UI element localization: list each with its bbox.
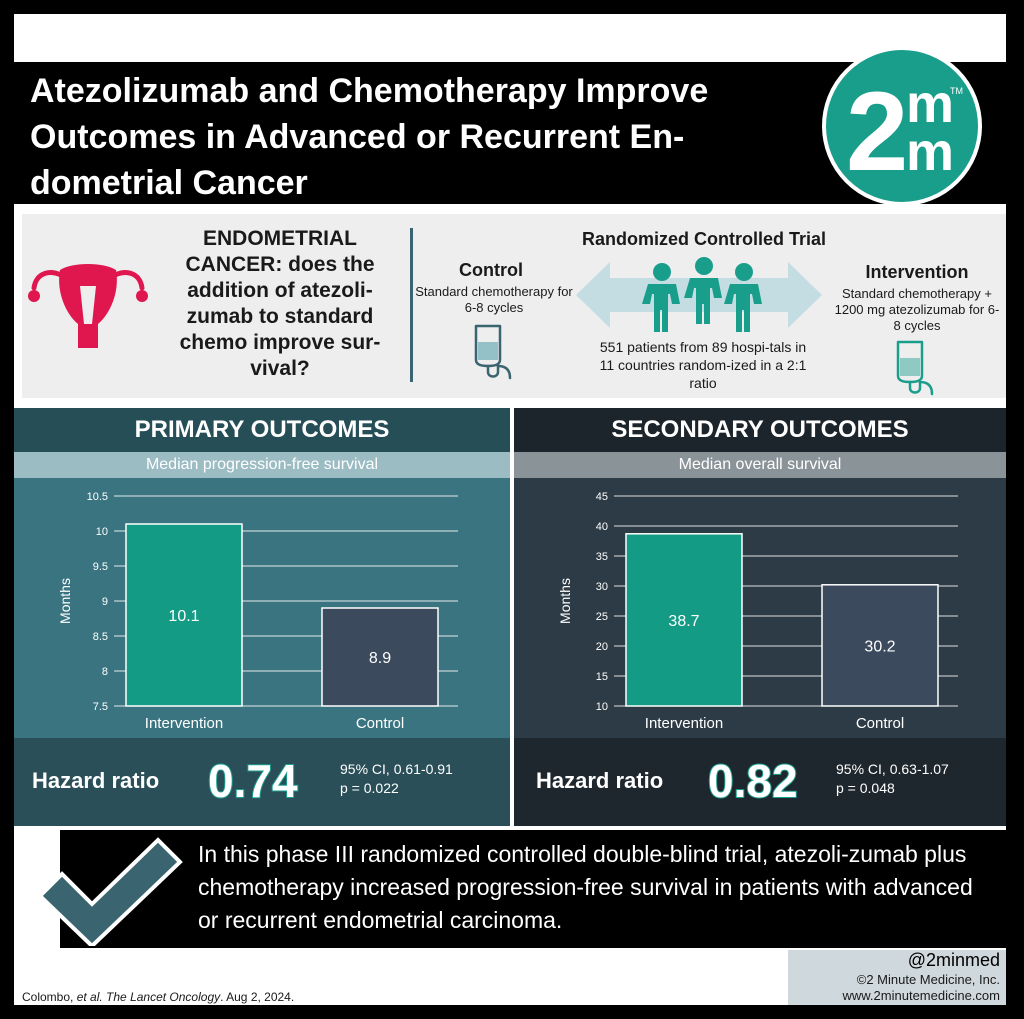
secondary-subheading: Median overall survival xyxy=(514,452,1006,478)
pfs-bar-chart: 7.5 8 8.5 9 9.5 10 10.5 Months 10.1 Intervention 8… xyxy=(57,491,458,732)
iv-bag-icon xyxy=(474,324,512,380)
x-category-label: Control xyxy=(356,715,404,732)
secondary-header-bar xyxy=(514,408,1006,452)
citation-etal: et al. xyxy=(76,990,103,1004)
secondary-hr-value: 0.82 xyxy=(707,754,799,808)
y-tick-label: 20 xyxy=(596,641,608,653)
y-tick-label: 15 xyxy=(596,671,608,683)
logo-m-top: m xyxy=(906,74,954,134)
citation-authors: Colombo, xyxy=(22,990,77,1004)
bar-control xyxy=(821,584,939,707)
footer-brand-box xyxy=(788,950,1006,1005)
question-lead: ENDOMETRIAL CANCER: xyxy=(185,227,357,276)
y-tick-label: 7.5 xyxy=(93,701,108,713)
page-title: Atezolizumab and Chemotherapy Improve Ou… xyxy=(30,72,709,202)
divider xyxy=(410,228,413,382)
bar-value-label: 38.7 xyxy=(668,613,699,630)
bar-control xyxy=(321,607,439,707)
secondary-hr-label: Hazard ratio xyxy=(536,768,664,793)
y-tick-label: 10 xyxy=(596,701,608,713)
study-question: ENDOMETRIAL CANCER: does the addition of… xyxy=(160,226,400,382)
bar-value-label: 30.2 xyxy=(864,638,895,655)
secondary-heading: SECONDARY OUTCOMES xyxy=(611,416,909,443)
patients-icon xyxy=(642,257,762,332)
logo-2mm: 2 m m TM xyxy=(822,46,982,206)
question-rest: does the addition of atezoli-zumab to st… xyxy=(179,253,381,380)
copyright-block: ©2 Minute Medicine, Inc. www.2minutemedi… xyxy=(788,972,1000,1004)
y-tick-label: 25 xyxy=(596,611,608,623)
patients-description: 551 patients from 89 hospi-tals in 11 co… xyxy=(599,339,807,391)
uterus-icon xyxy=(28,264,148,348)
info-band xyxy=(22,214,1006,398)
x-category-label: Intervention xyxy=(645,715,723,732)
logo-digit: 2 xyxy=(846,69,908,194)
primary-heading: PRIMARY OUTCOMES xyxy=(134,416,390,443)
bar-value-label: 10.1 xyxy=(168,608,199,625)
primary-hr-label: Hazard ratio xyxy=(32,768,160,793)
y-axis-label: Months xyxy=(57,578,73,624)
primary-hr-ci: 95% CI, 0.61-0.91 xyxy=(340,761,453,777)
trial-heading: Randomized Controlled Trial xyxy=(581,229,827,249)
logo-trademark: TM xyxy=(950,86,963,96)
logo-m-bottom: m xyxy=(906,122,954,182)
y-tick-label: 10 xyxy=(96,526,108,538)
intervention-description: Standard chemotherapy + 1200 mg atezoliz… xyxy=(834,286,1000,333)
y-tick-label: 40 xyxy=(596,521,608,533)
x-category-label: Intervention xyxy=(145,715,223,732)
checkmark-icon xyxy=(37,837,183,946)
control-description: Standard chemotherapy for 6-8 cycles xyxy=(415,284,573,315)
intervention-label: Intervention xyxy=(865,262,969,282)
iv-bag-icon-intervention xyxy=(896,340,934,396)
y-tick-label: 8 xyxy=(102,666,108,678)
bar-intervention xyxy=(625,533,743,707)
x-category-label: Control xyxy=(856,715,904,732)
copyright-text: ©2 Minute Medicine, Inc. xyxy=(856,972,1000,987)
website-link[interactable]: www.2minutemedicine.com xyxy=(842,988,1000,1003)
y-tick-label: 45 xyxy=(596,491,608,503)
control-label: Control xyxy=(459,260,523,280)
primary-hr-value: 0.74 xyxy=(207,754,299,808)
y-tick-label: 35 xyxy=(596,551,608,563)
citation-journal: The Lancet Oncology xyxy=(102,990,221,1004)
y-tick-label: 30 xyxy=(596,581,608,593)
citation: Colombo, et al. The Lancet Oncology. Aug… xyxy=(22,990,294,1004)
secondary-hr-p: p = 0.048 xyxy=(836,780,895,796)
twitter-handle: @2minmed xyxy=(907,950,1000,970)
primary-hr-bar xyxy=(14,738,510,826)
os-bar-chart: 10 15 20 25 30 35 40 45 Months 38.7 Intervention 30… xyxy=(557,491,958,732)
y-tick-label: 9.5 xyxy=(93,561,108,573)
secondary-hr-ci: 95% CI, 0.63-1.07 xyxy=(836,761,949,777)
y-tick-label: 9 xyxy=(102,596,108,608)
secondary-hr-bar xyxy=(514,738,1006,826)
bar-intervention xyxy=(125,523,243,707)
y-tick-label: 8.5 xyxy=(93,631,108,643)
primary-subheading: Median progression-free survival xyxy=(14,452,510,478)
primary-header-bar xyxy=(14,408,510,452)
bar-value-label: 8.9 xyxy=(369,650,391,667)
y-axis-label: Months xyxy=(557,578,573,624)
conclusion-band xyxy=(60,830,1006,948)
y-tick-label: 10.5 xyxy=(87,491,108,503)
primary-hr-p: p = 0.022 xyxy=(340,780,399,796)
conclusion-text: In this phase III randomized controlled … xyxy=(198,841,973,933)
citation-date: . Aug 2, 2024. xyxy=(220,990,295,1004)
